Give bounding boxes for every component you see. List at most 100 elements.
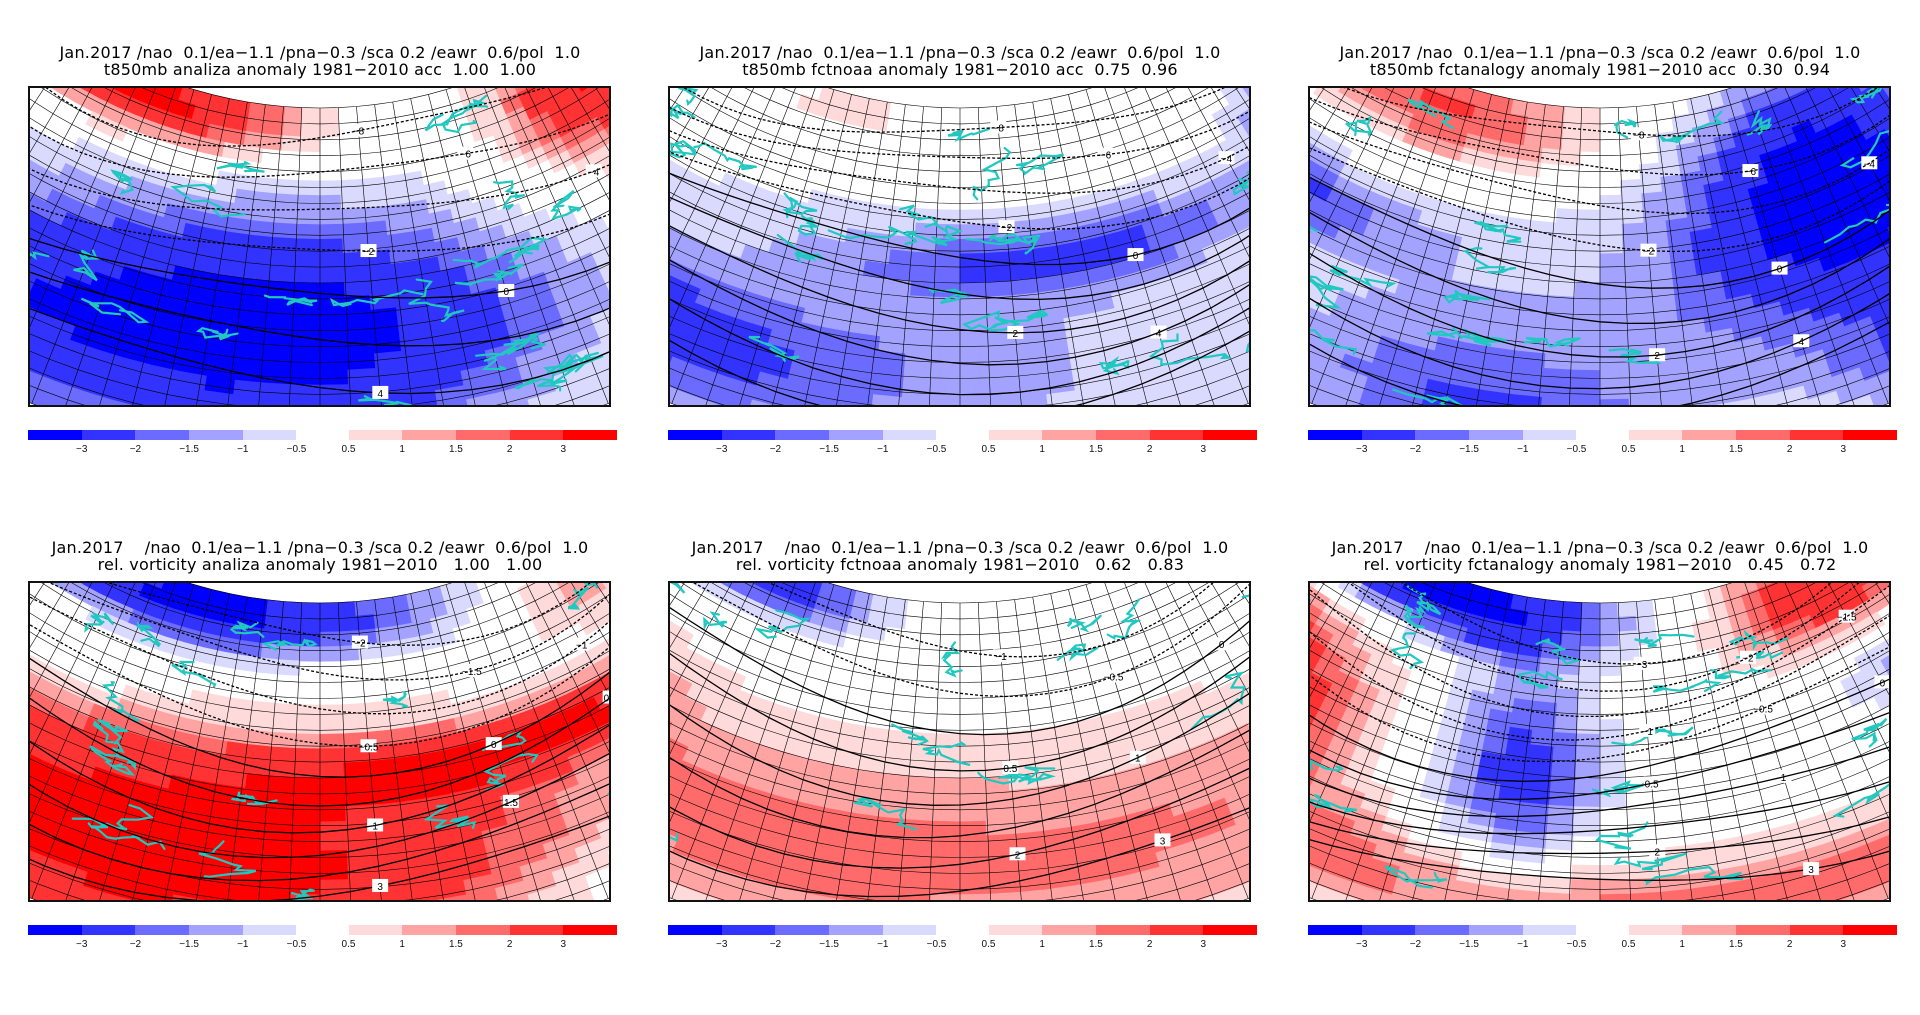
colorbar-tick-label: 1.5 [1089, 939, 1103, 950]
colorbar-segment [989, 430, 1043, 440]
colorbar-tick-label: −0.5 [287, 444, 307, 455]
colorbar-tick-label: −3 [76, 444, 87, 455]
colorbar-tick-label: 1.5 [1729, 444, 1743, 455]
contour-label: −8 [353, 127, 365, 138]
field-cell [1643, 206, 1666, 223]
contour-label: 4 [378, 389, 384, 400]
colorbar-tick-label: 1 [399, 444, 405, 455]
field-cell [320, 646, 340, 661]
colorbar-tick-label: −0.5 [287, 939, 307, 950]
colorbar-tick-label: 2 [1147, 444, 1153, 455]
field-cell [320, 326, 347, 341]
field-cell [960, 268, 984, 283]
colorbar-tick-label: 1 [399, 939, 405, 950]
colorbar-segment [243, 430, 297, 440]
field-cell [902, 878, 931, 894]
field-cell [1600, 239, 1623, 254]
field-cell [1600, 224, 1623, 239]
panel-vort-fctanalogy: Jan.2017 /nao 0.1/ea−1.1 /pna−0.3 /sca 0… [1280, 535, 1920, 1015]
colorbar-tick-label: −3 [716, 939, 727, 950]
colorbar-segment [402, 430, 456, 440]
colorbar-segment [510, 925, 564, 935]
field-cell [1575, 297, 1600, 312]
field-cell [1519, 160, 1541, 177]
map-canvas: −8−6−4−202244 [1310, 88, 1889, 405]
field-cell [987, 339, 1015, 355]
colorbar-segment [1682, 430, 1736, 440]
field-cell [254, 701, 277, 718]
field-cell [222, 142, 244, 160]
field-cell [251, 235, 275, 252]
field-cell [292, 370, 320, 385]
field-cell [1600, 210, 1622, 225]
colorbar-segment [349, 430, 403, 440]
field-cell [907, 325, 934, 341]
panel-subtitle: t850mb fctanalogy anomaly 1981−2010 acc … [1280, 61, 1920, 78]
field-cell [301, 122, 320, 137]
colorbar-segment [1843, 430, 1897, 440]
coastline [670, 583, 691, 593]
contour-label: 4 [1798, 337, 1804, 348]
contour-label: −4 [1221, 154, 1233, 165]
field-cell [247, 264, 272, 281]
colorbar-tick-label: 2 [1787, 444, 1793, 455]
colorbar-tick-label: 1 [1039, 939, 1045, 950]
colorbar-segment [1096, 430, 1150, 440]
coastline [1068, 615, 1102, 630]
field-cell [275, 718, 298, 734]
contour-label: −2 [1001, 223, 1013, 234]
field-cell [293, 341, 320, 356]
colorbar-tick-label: −1 [237, 444, 248, 455]
contour-label: 0 [491, 740, 497, 751]
colorbar-segment [668, 430, 722, 440]
field-cell [1013, 832, 1041, 849]
field-cell [960, 778, 985, 793]
field-cell [320, 341, 347, 356]
field-cell [270, 776, 295, 792]
colorbar-segment [1042, 925, 1096, 935]
contour-label: −0.5 [1104, 673, 1124, 684]
field-cell [396, 637, 418, 655]
contour-line [670, 88, 1249, 132]
colorbar-tick-label: −1.5 [179, 444, 199, 455]
field-cell [1624, 267, 1649, 283]
field-cell [294, 312, 320, 327]
contour-label: −0.5 [359, 742, 379, 753]
colorbar-tick-label: 2 [507, 444, 513, 455]
field-cell [1520, 817, 1548, 834]
field-cell [344, 776, 369, 792]
contour-label: 0 [503, 287, 509, 298]
field-cell [297, 224, 320, 239]
field-cell [1652, 322, 1680, 339]
colorbar-tick-label: 3 [1201, 444, 1207, 455]
colorbar-segment [989, 925, 1043, 935]
field-cell [1600, 385, 1629, 400]
field-cell [1526, 774, 1552, 791]
colorbar-segment [563, 430, 617, 440]
contour-label: 2 [1013, 329, 1019, 340]
field-cell [302, 603, 320, 618]
colorbar-tick-label: −1 [237, 939, 248, 950]
field-cell [936, 268, 960, 283]
field-cell [1626, 325, 1653, 341]
field-cell [320, 399, 349, 405]
colorbar-tick-label: 1 [1039, 444, 1045, 455]
field-cell [887, 264, 912, 281]
field-cell [1577, 224, 1600, 239]
field-cell [880, 322, 908, 339]
colorbar-segment [1308, 430, 1362, 440]
field-cell [300, 646, 320, 661]
map-frame: −2−1.5−1−0.500.511.523 [28, 581, 611, 902]
colorbar-segment [349, 925, 403, 935]
colorbar-segment [1042, 430, 1096, 440]
field-cell [345, 310, 372, 326]
colorbar-segment [1469, 430, 1523, 440]
colorbar-segment [1150, 430, 1204, 440]
field-cell [292, 355, 320, 370]
contour-label: −8 [993, 124, 1005, 135]
colorbar-tick-label: 1 [1679, 444, 1685, 455]
colorbar-tick-label: −2 [770, 444, 781, 455]
